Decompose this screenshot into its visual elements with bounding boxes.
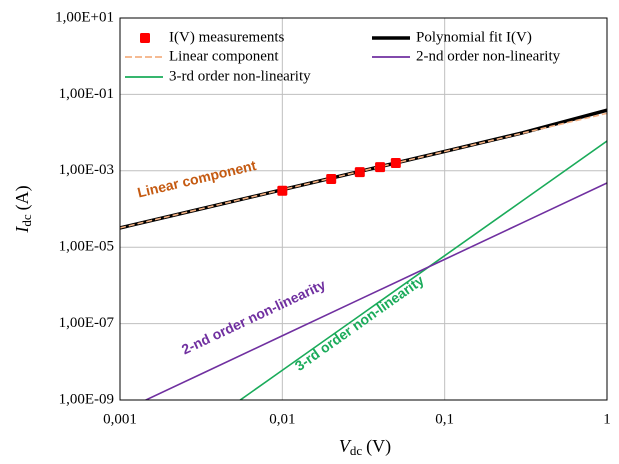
legend-label: Linear component [169, 48, 279, 64]
x-tick-label: 1 [603, 411, 611, 427]
legend-label: 3-rd order non-linearity [169, 68, 311, 84]
y-axis-title: Idc (A) [12, 185, 34, 233]
y-tick-label: 1,00E-09 [59, 391, 114, 407]
series-layer [120, 108, 607, 400]
legend-label: 2-nd order non-linearity [416, 48, 561, 64]
y-tick-label: 1,00E+01 [55, 9, 114, 25]
x-title-main: V [339, 436, 352, 456]
x-title-unit: (V) [366, 436, 391, 457]
data-point [277, 185, 288, 196]
x-title-sub: dc [350, 443, 363, 458]
x-tick-label: 0,01 [269, 411, 295, 427]
plot-border [119, 17, 608, 401]
legend: I(V) measurements Polynomial fit I(V) Line… [125, 29, 561, 84]
y-tick-label: 1,00E-03 [59, 162, 114, 178]
data-point [326, 174, 337, 185]
data-point [354, 167, 365, 178]
legend-swatch [140, 33, 150, 43]
y-tick-label: 1,00E-01 [59, 86, 114, 102]
series-line [143, 182, 607, 400]
y-title-sub: dc [19, 214, 34, 227]
y-tick-label: 1,00E-05 [59, 239, 114, 255]
data-point [375, 162, 386, 173]
series-line [238, 140, 607, 400]
legend-label: Polynomial fit I(V) [416, 29, 532, 45]
x-tick-label: 0,1 [435, 411, 454, 427]
x-tick-label: 0,001 [103, 411, 137, 427]
y-tick-label: 1,00E-07 [59, 315, 115, 331]
x-axis-title: Vdc (V) [339, 436, 391, 458]
y-title-unit: (A) [12, 185, 33, 210]
data-point [390, 158, 401, 169]
y-title-main: I [12, 226, 32, 234]
legend-label: I(V) measurements [169, 29, 285, 45]
